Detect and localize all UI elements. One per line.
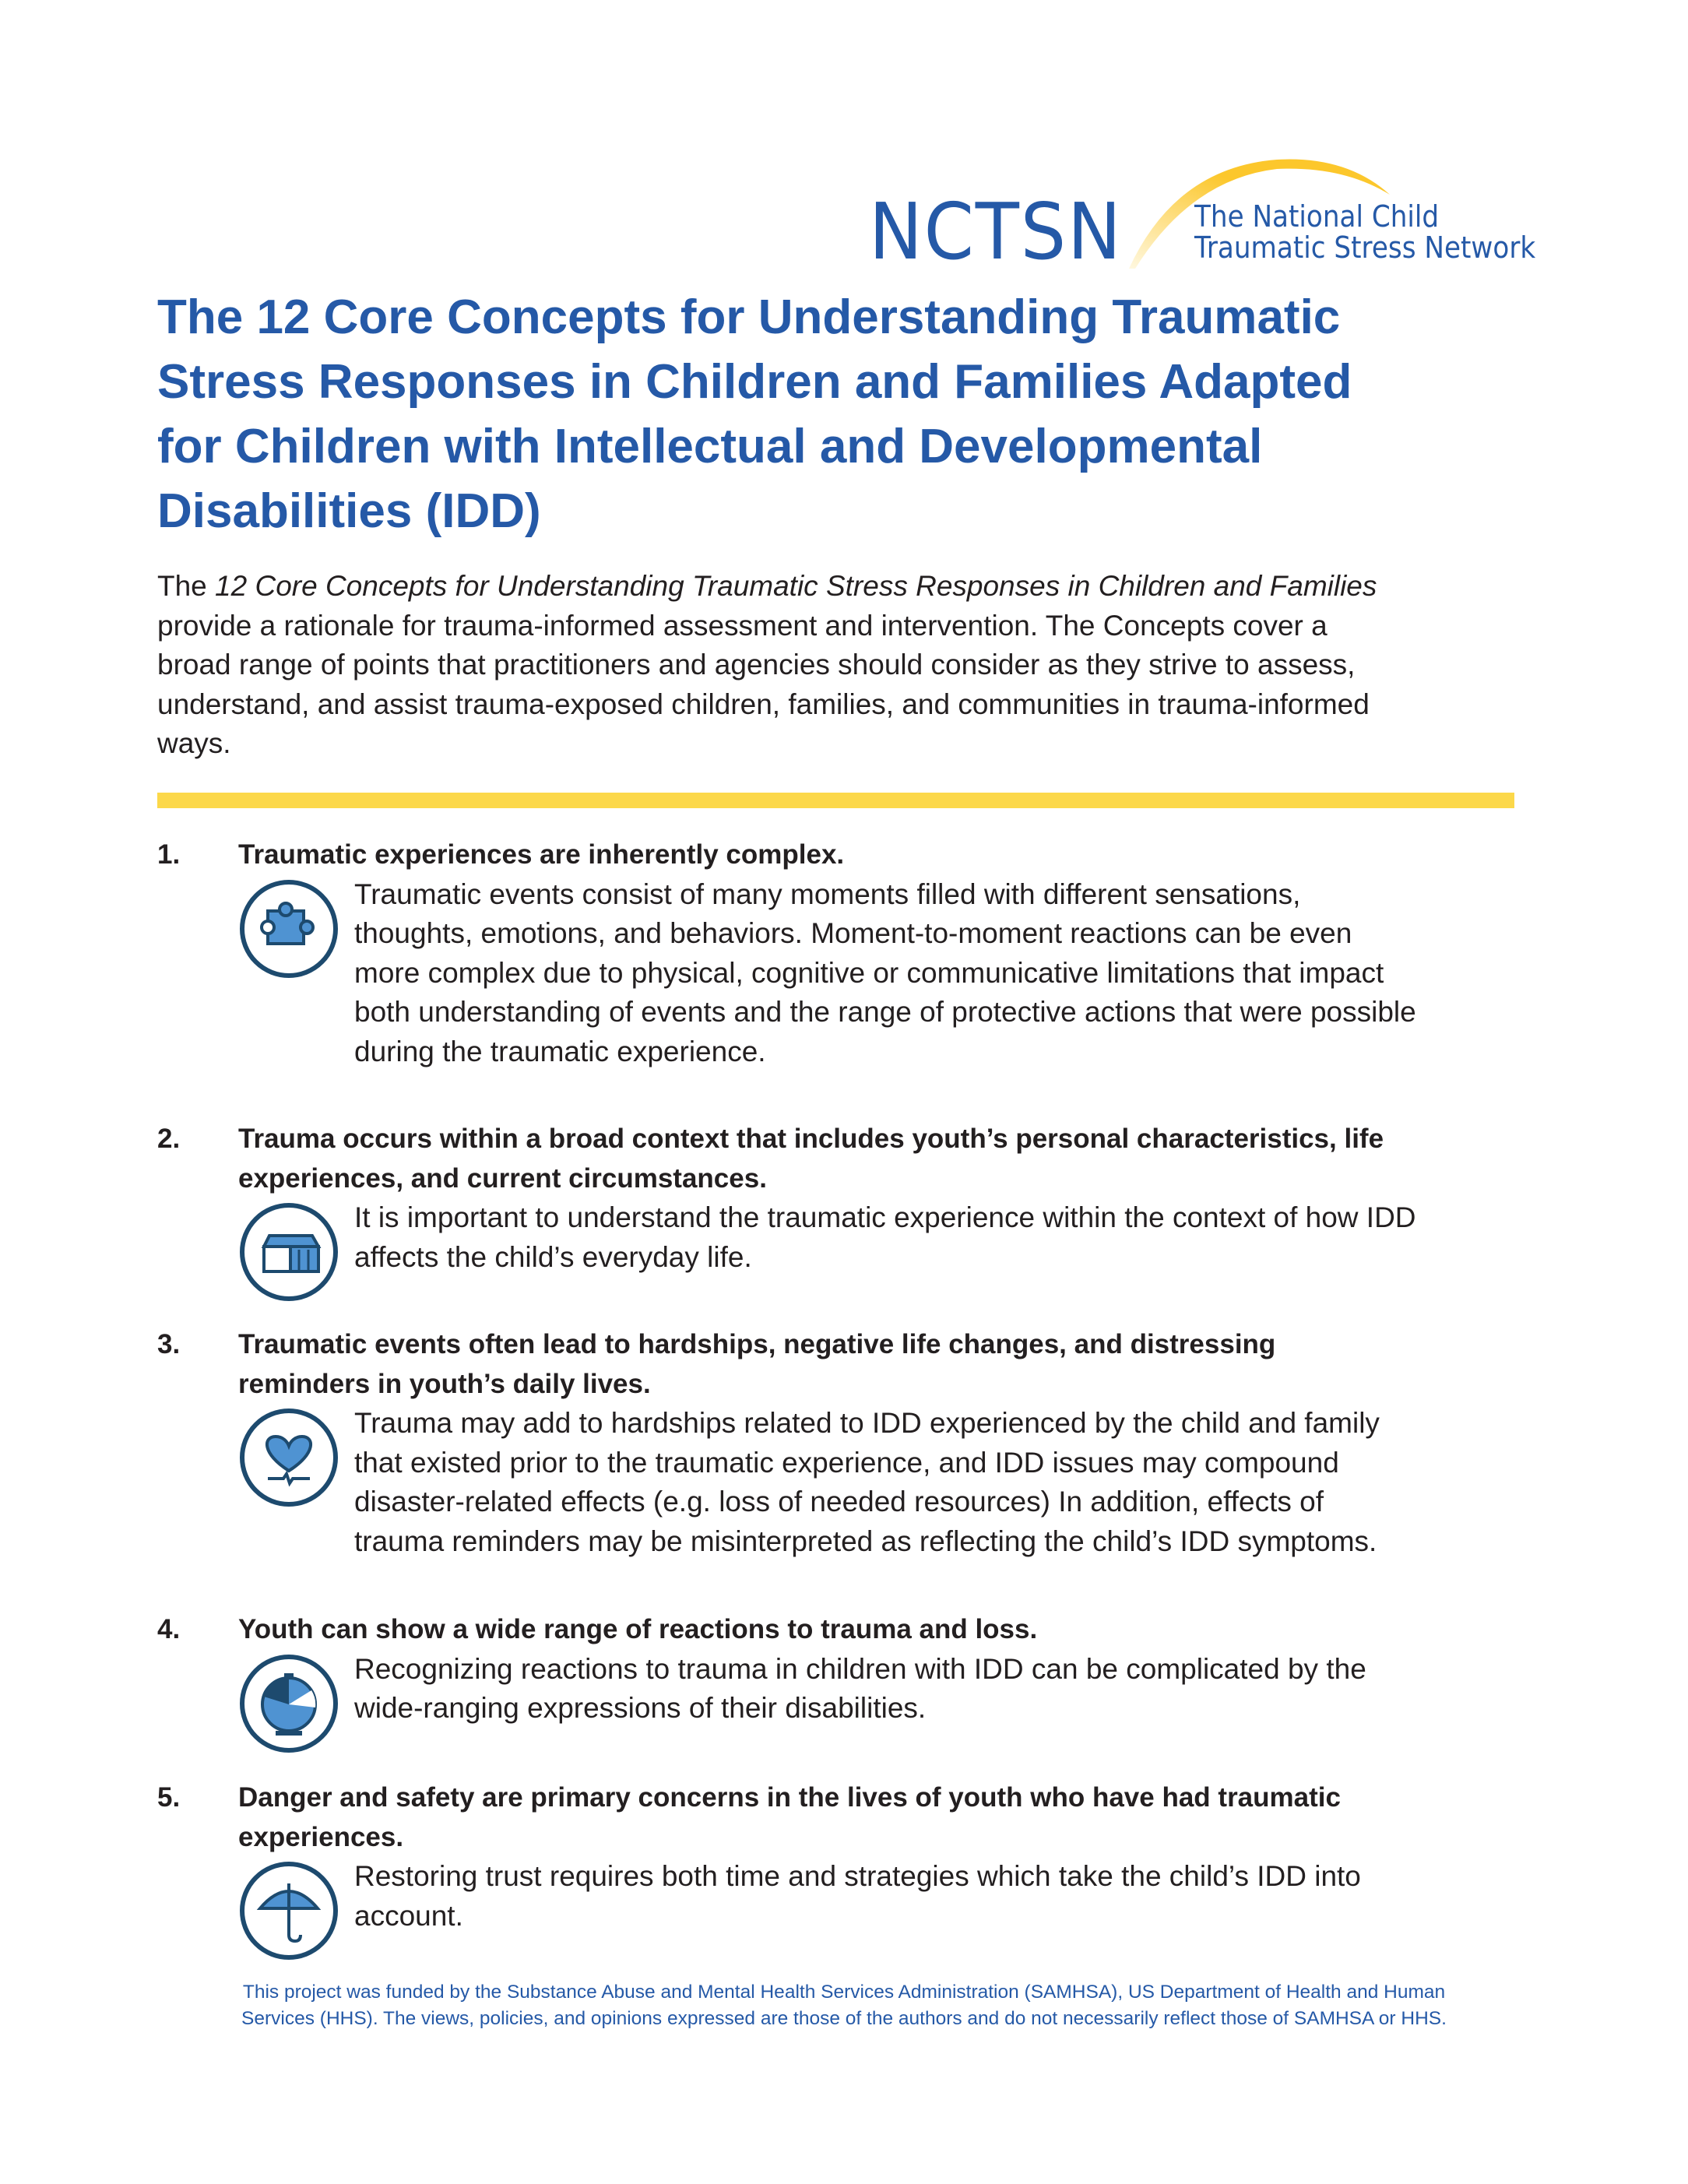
- concept-body-line: affects the child’s everyday life.: [354, 1240, 752, 1273]
- footer-line: This project was funded by the Substance…: [242, 1982, 1446, 2003]
- heart-pulse-icon: [240, 1409, 338, 1507]
- concept-number: 5.: [157, 1782, 181, 1813]
- intro-line: provide a rationale for trauma-informed …: [157, 609, 1328, 642]
- concept-body: Traumatic events consist of many moments…: [354, 875, 1416, 1072]
- concept-number: 2.: [157, 1124, 181, 1154]
- title-line: The 12 Core Concepts for Understanding T…: [157, 290, 1341, 344]
- concept-heading: Trauma occurs within a broad context tha…: [238, 1120, 1384, 1198]
- concept-body-line: more complex due to physical, cognitive …: [354, 956, 1384, 989]
- logo-tagline-line: The National Child: [1194, 199, 1440, 234]
- concept-heading-line: Youth can show a wide range of reactions…: [238, 1614, 1038, 1644]
- concept-body: It is important to understand the trauma…: [354, 1198, 1416, 1277]
- concept-body-line: It is important to understand the trauma…: [354, 1201, 1416, 1234]
- logo-tagline: The National Child Traumatic Stress Netw…: [1194, 201, 1535, 263]
- funding-footer: This project was funded by the Substance…: [0, 1979, 1688, 2032]
- concept-heading-line: reminders in youth’s daily lives.: [238, 1368, 651, 1399]
- concept-heading: Traumatic events often lead to hardships…: [238, 1325, 1275, 1404]
- concept-heading: Traumatic experiences are inherently com…: [238, 835, 844, 875]
- concept-body-line: account.: [354, 1899, 463, 1932]
- title-line: Disabilities (IDD): [157, 484, 541, 538]
- puzzle-piece-icon: [240, 879, 338, 978]
- concept-number: 3.: [157, 1329, 181, 1359]
- concept-heading: Danger and safety are primary concerns i…: [238, 1778, 1341, 1857]
- concept-body-line: that existed prior to the traumatic expe…: [354, 1446, 1339, 1479]
- concept-body-line: Traumatic events consist of many moments…: [354, 877, 1301, 910]
- page-title: The 12 Core Concepts for Understanding T…: [157, 285, 1528, 543]
- concept-heading-line: experiences.: [238, 1821, 404, 1852]
- intro-paragraph: The 12 Core Concepts for Understanding T…: [157, 567, 1377, 764]
- footer-line: Services (HHS). The views, policies, and…: [241, 2008, 1447, 2029]
- stopwatch-icon: [240, 1654, 338, 1753]
- intro-line: understand, and assist trauma-exposed ch…: [157, 688, 1370, 720]
- title-line: for Children with Intellectual and Devel…: [157, 420, 1263, 473]
- concept-body-line: wide-ranging expressions of their disabi…: [354, 1692, 927, 1725]
- concept-body: Restoring trust requires both time and s…: [354, 1857, 1361, 1936]
- concept-body-line: Restoring trust requires both time and s…: [354, 1860, 1361, 1893]
- concept-heading-line: Traumatic events often lead to hardships…: [238, 1329, 1276, 1359]
- title-line: Stress Responses in Children and Familie…: [157, 355, 1352, 409]
- concept-body-line: Trauma may add to hardships related to I…: [354, 1407, 1380, 1440]
- concept-body-line: both understanding of events and the ran…: [354, 996, 1416, 1029]
- intro-line: ways.: [157, 727, 231, 760]
- open-box-icon: [240, 1203, 338, 1302]
- concept-body-line: disaster-related effects (e.g. loss of n…: [354, 1486, 1324, 1518]
- concept-heading-line: Danger and safety are primary concerns i…: [238, 1782, 1341, 1813]
- concept-body-line: trauma reminders may be misinterpreted a…: [354, 1525, 1377, 1557]
- intro-line: broad range of points that practitioners…: [157, 649, 1356, 681]
- concept-number: 1.: [157, 839, 181, 870]
- concept-body-line: Recognizing reactions to trauma in child…: [354, 1652, 1366, 1685]
- concept-heading: Youth can show a wide range of reactions…: [238, 1610, 1037, 1650]
- concept-body: Recognizing reactions to trauma in child…: [354, 1650, 1366, 1729]
- intro-lead: The: [157, 570, 216, 602]
- logo-tagline-line: Traumatic Stress Network: [1194, 230, 1536, 265]
- concept-body: Trauma may add to hardships related to I…: [354, 1404, 1380, 1561]
- intro-italic-title: 12 Core Concepts for Understanding Traum…: [215, 570, 1377, 602]
- concept-number: 4.: [157, 1614, 181, 1644]
- yellow-divider: [157, 793, 1514, 808]
- concept-body-line: thoughts, emotions, and behaviors. Momen…: [354, 917, 1352, 950]
- concept-heading-line: Trauma occurs within a broad context tha…: [238, 1124, 1384, 1154]
- nctsn-logo-mark: NCTSN: [869, 186, 1123, 277]
- concept-heading-line: Traumatic experiences are inherently com…: [238, 839, 845, 870]
- umbrella-icon: [240, 1862, 338, 1961]
- concept-heading-line: experiences, and current circumstances.: [238, 1162, 767, 1194]
- concept-body-line: during the traumatic experience.: [354, 1035, 766, 1067]
